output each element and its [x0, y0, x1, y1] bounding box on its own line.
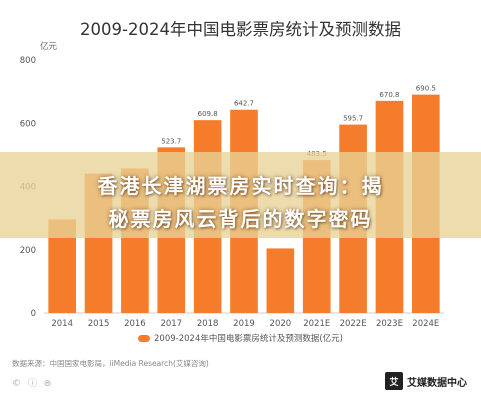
data-label: 595.7 — [343, 115, 363, 123]
license-icons: © ⓘ ⊜ — [12, 379, 54, 389]
legend-label: 2009-2024年中国电影票房统计及预测数据(亿元) — [154, 334, 343, 344]
data-label: 642.7 — [234, 100, 254, 108]
y-tick-label: 600 — [20, 119, 36, 129]
y-axis-unit-label: 亿元 — [40, 42, 58, 52]
x-tick-label: 2019 — [233, 319, 255, 329]
banner-headline-line-1: 香港长津湖票房实时查询：揭 — [97, 174, 384, 198]
bar — [266, 248, 295, 313]
data-label: 670.8 — [379, 91, 399, 99]
data-label: 609.8 — [198, 110, 218, 118]
x-tick-label: 2017 — [160, 319, 182, 329]
x-tick-label: 2015 — [88, 319, 110, 329]
x-tick-label: 2023E — [376, 319, 403, 329]
brand-name: 艾媒数据中心 — [407, 377, 467, 389]
x-tick-label: 2021E — [303, 319, 330, 329]
brand-mark-icon: 艾 — [385, 372, 403, 390]
legend-swatch — [138, 335, 151, 342]
brand-logo: 艾 艾媒数据中心 — [385, 372, 467, 390]
chart-title: 2009-2024年中国电影票房统计及预测数据 — [80, 20, 401, 39]
x-tick-label: 2022E — [340, 319, 367, 329]
y-tick-label: 200 — [20, 246, 36, 256]
y-tick-label: 0 — [31, 309, 36, 319]
banner-headline-line-2: 秘票房风云背后的数字密码 — [108, 207, 373, 231]
chart-legend: 2009-2024年中国电影票房统计及预测数据(亿元) — [0, 332, 481, 344]
data-label: 523.7 — [161, 137, 181, 145]
x-tick-label: 2018 — [197, 319, 219, 329]
overlay-banner — [0, 152, 481, 238]
x-tick-label: 2020 — [270, 319, 292, 329]
y-tick-label: 800 — [20, 56, 36, 66]
x-tick-label: 2014 — [51, 319, 73, 329]
x-tick-label: 2024E — [412, 319, 439, 329]
source-note: 数据来源：中国国家电影局，iiMedia Research(艾媒咨询) — [12, 359, 209, 368]
x-tick-label: 2016 — [124, 319, 146, 329]
data-label: 690.5 — [416, 85, 436, 93]
